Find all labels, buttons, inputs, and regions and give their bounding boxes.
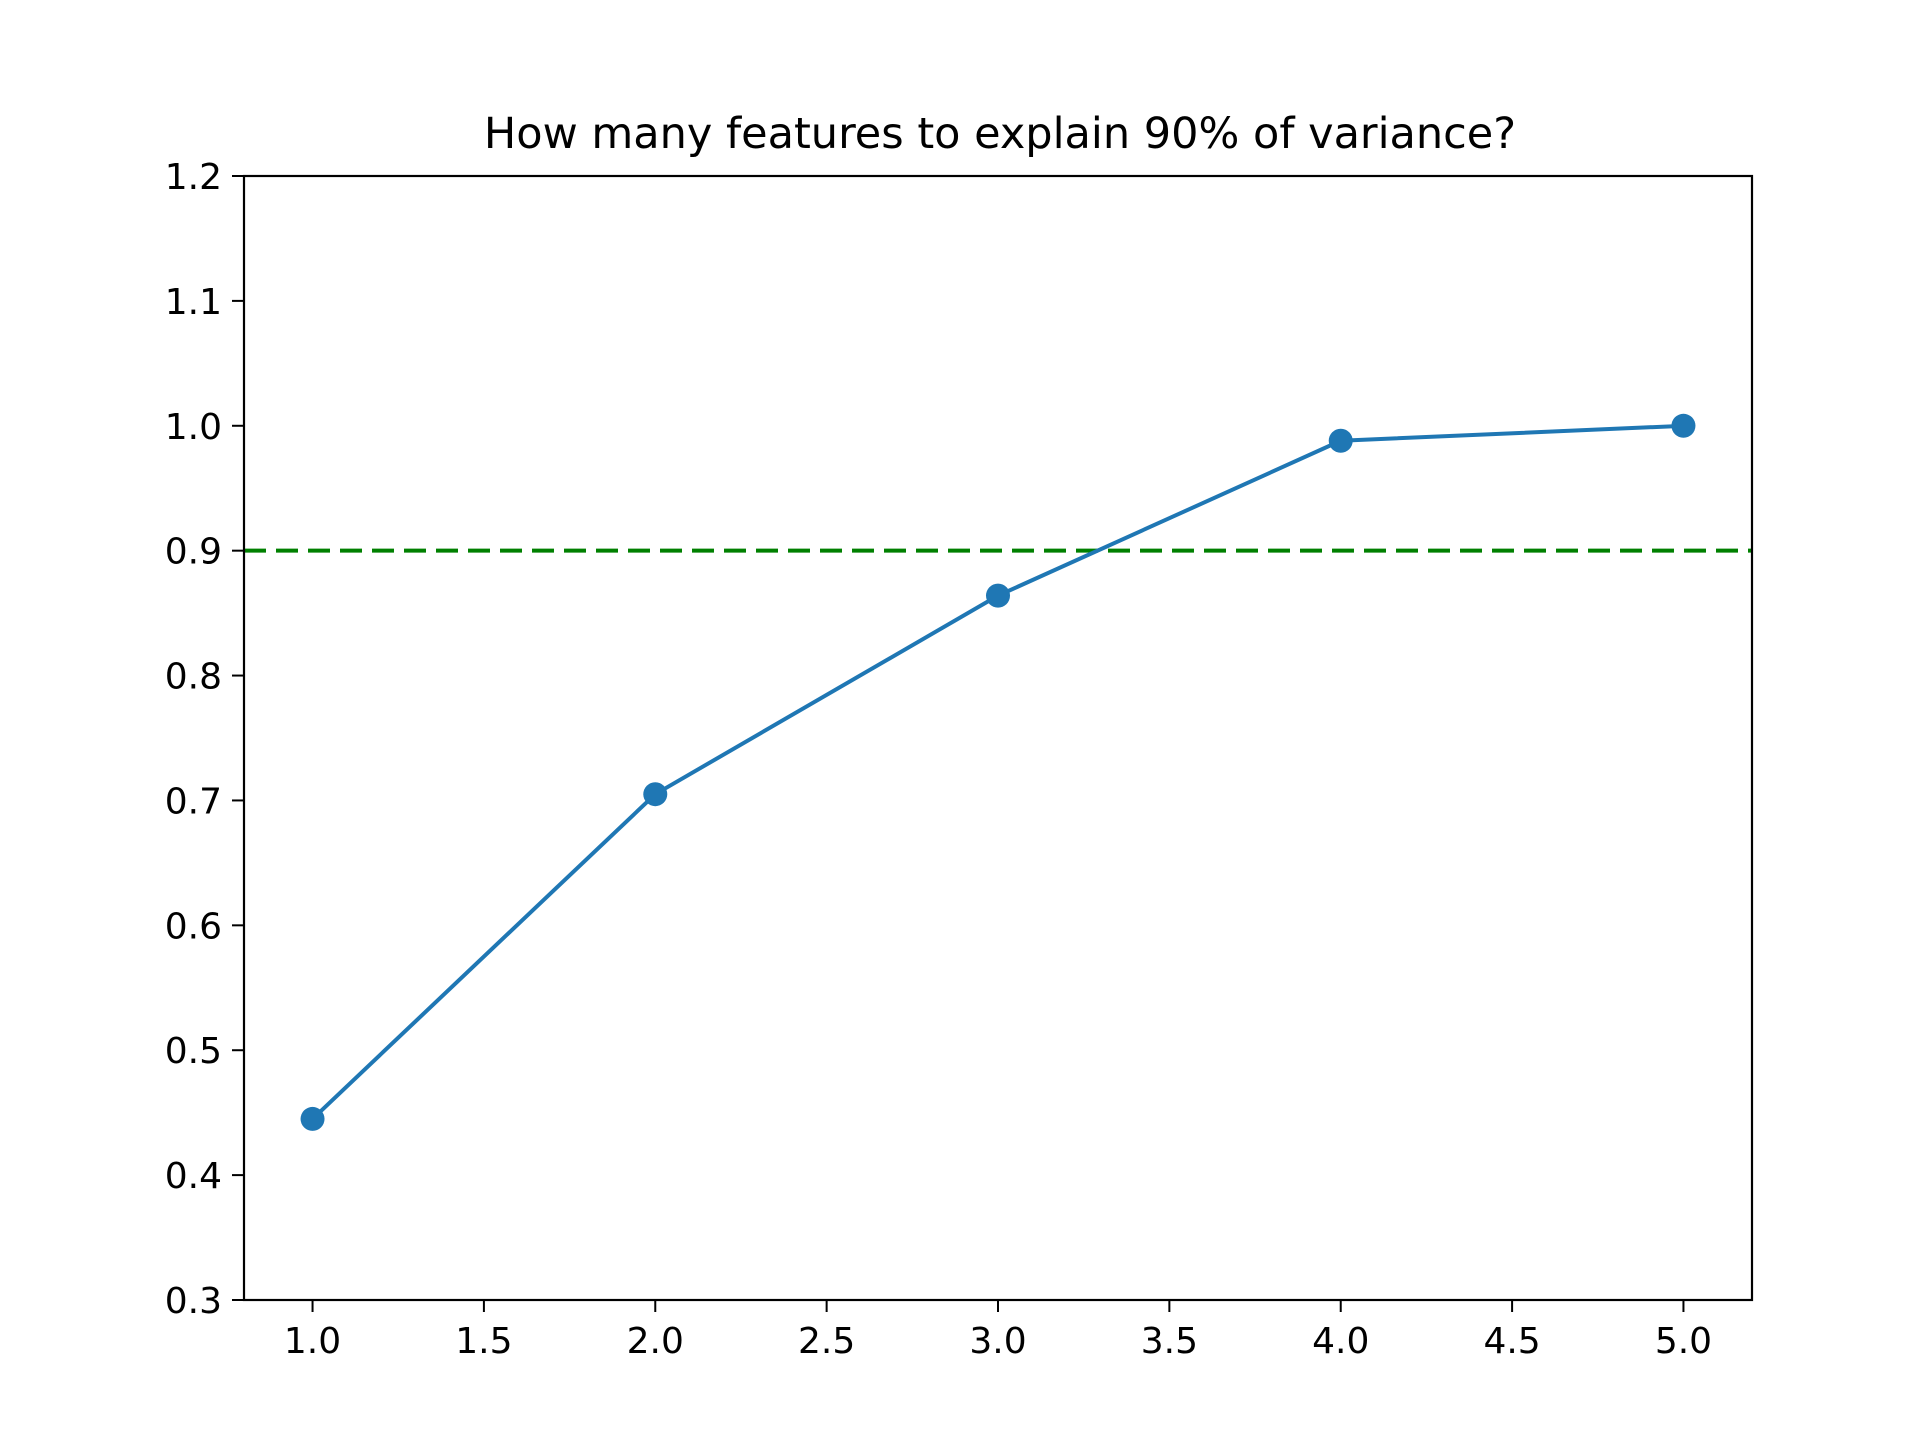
- y-tick-label-5: 0.8: [165, 657, 222, 698]
- y-tick-label-8: 1.1: [165, 282, 222, 323]
- data-point-0-4: [1671, 413, 1696, 438]
- x-tick-label-3: 2.5: [798, 1321, 855, 1362]
- x-tick-label-2: 2.0: [627, 1321, 684, 1362]
- chart-title: How many features to explain 90% of vari…: [484, 109, 1516, 159]
- data-point-0-1: [643, 782, 668, 807]
- y-tick-label-1: 0.4: [165, 1156, 222, 1197]
- y-tick-label-9: 1.2: [165, 157, 222, 198]
- y-tick-label-2: 0.5: [165, 1031, 222, 1072]
- axes-frame: [242, 174, 1754, 1302]
- x-tick-label-6: 4.0: [1312, 1321, 1369, 1362]
- x-tick-label-8: 5.0: [1655, 1321, 1712, 1362]
- data-point-0-0: [300, 1106, 325, 1131]
- data-point-0-2: [986, 583, 1010, 608]
- x-tick-label-5: 3.5: [1141, 1321, 1198, 1362]
- y-tick-label-3: 0.6: [165, 906, 222, 947]
- series-line-0: [309, 423, 1686, 1122]
- y-tick-label-7: 1.0: [165, 407, 222, 448]
- x-tick-label-4: 3.0: [969, 1321, 1026, 1362]
- x-tick-label-7: 4.5: [1483, 1321, 1540, 1362]
- y-tick-label-4: 0.7: [165, 781, 222, 822]
- plot-area: 1.0 1.5 2.0 2.5 3.0 3.5 4.0 4.5 5.0 0.3 0.4 0.5 0.6 0…: [165, 157, 1754, 1362]
- data-point-0-3: [1328, 428, 1353, 453]
- y-tick-label-0: 0.3: [165, 1281, 222, 1322]
- x-tick-label-0: 1.0: [284, 1321, 341, 1362]
- y-tick-label-6: 0.9: [165, 532, 222, 573]
- x-tick-label-1: 1.5: [455, 1321, 512, 1362]
